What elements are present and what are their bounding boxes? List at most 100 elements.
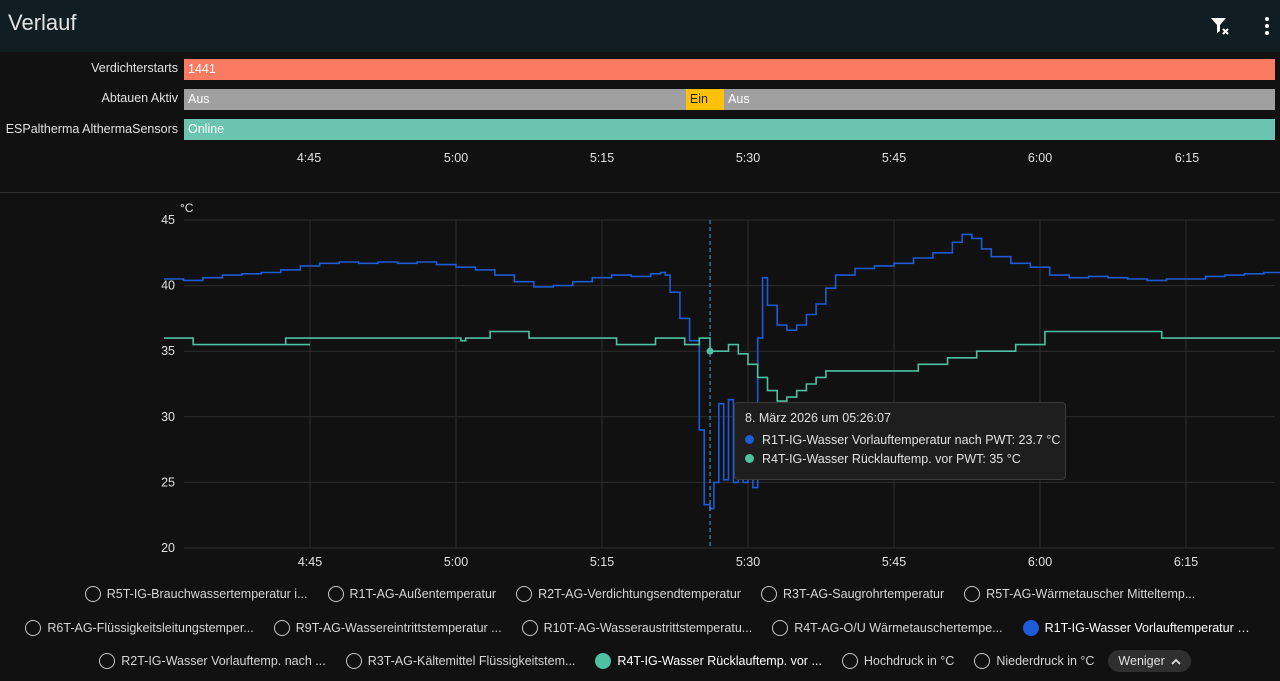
timeline-tick: 5:15 xyxy=(589,151,615,165)
timeline-label-compressor: Verdichterstarts xyxy=(91,61,178,75)
unchecked-circle-icon xyxy=(345,653,362,669)
timeline-segment[interactable]: Aus xyxy=(724,89,1275,110)
page-title: Verlauf xyxy=(8,10,77,35)
temperature-line-chart[interactable]: 20 25 30 35 40 45 4:45 5:00 5:15 5:30 5:45 6:00 6:15… xyxy=(0,195,1280,575)
legend-item[interactable]: R3T-AG-Saugrohrtemperatur xyxy=(760,586,945,602)
legend-item-label: R2T-AG-Verdichtungsendtemperatur xyxy=(538,587,741,601)
legend-item[interactable]: R4T-AG-O/U Wärmetauschertempe... xyxy=(772,620,1003,636)
timeline-segment[interactable]: Online xyxy=(184,119,1275,140)
y-tick-label: 35 xyxy=(161,344,175,358)
legend-item-label: R3T-AG-Saugrohrtemperatur xyxy=(782,587,945,601)
y-axis-unit: °C xyxy=(180,201,194,215)
y-tick-label: 25 xyxy=(161,475,175,489)
legend-item-label: R2T-IG-Wasser Vorlauftemp. nach ... xyxy=(121,654,326,668)
legend-row: R6T-AG-Flüssigkeitsleitungstemper... R9T-… xyxy=(0,615,1280,641)
more-menu-button[interactable] xyxy=(1257,12,1277,40)
legend-item-label: R5T-AG-Wärmetauscher Mitteltemp... xyxy=(986,587,1196,601)
x-tick-label: 5:30 xyxy=(736,555,760,569)
series-dot-icon xyxy=(745,435,754,444)
tooltip-row-text: R4T-IG-Wasser Rücklauftemp. vor PWT: 35 … xyxy=(762,451,1021,466)
legend-item[interactable]: R2T-IG-Wasser Vorlauftemp. nach ... xyxy=(99,653,326,669)
legend-item-label: R5T-IG-Brauchwassertemperatur i... xyxy=(106,587,308,601)
clear-filter-button[interactable] xyxy=(1206,12,1234,40)
legend-item[interactable]: R5T-AG-Wärmetauscher Mitteltemp... xyxy=(964,586,1195,602)
x-tick-label: 5:00 xyxy=(444,555,468,569)
legend-item-label: R4T-IG-Wasser Rücklauftemp. vor ... xyxy=(617,654,822,668)
more-vertical-icon xyxy=(1265,17,1269,35)
timeline-tick: 5:00 xyxy=(443,151,469,165)
y-tick-label: 40 xyxy=(161,279,175,293)
timeline-tick: 6:15 xyxy=(1174,151,1200,165)
unchecked-circle-icon xyxy=(84,586,101,602)
y-tick-label: 45 xyxy=(161,213,175,227)
chart-tooltip: 8. März 2026 um 05:26:07 R1T-IG-Wasser V… xyxy=(734,402,1066,480)
unchecked-circle-icon xyxy=(273,620,290,636)
checked-circle-icon xyxy=(1022,620,1039,636)
chart-legend: R5T-IG-Brauchwassertemperatur i... R1T-AG… xyxy=(0,580,1280,680)
timeline-tick: 5:45 xyxy=(881,151,907,165)
app-header: Verlauf xyxy=(0,0,1280,52)
legend-item-label: R10T-AG-Wasseraustrittstemperatu... xyxy=(543,621,753,635)
legend-item-label: R4T-AG-O/U Wärmetauschertempe... xyxy=(794,621,1003,635)
legend-item[interactable]: Hochdruck in °C xyxy=(841,653,955,669)
legend-item[interactable]: R10T-AG-Wasseraustrittstemperatu... xyxy=(521,620,753,636)
unchecked-circle-icon xyxy=(974,653,991,669)
legend-row: R5T-IG-Brauchwassertemperatur i... R1T-AG… xyxy=(0,581,1280,607)
unchecked-circle-icon xyxy=(964,586,981,602)
tooltip-date: 8. März 2026 um 05:26:07 xyxy=(745,411,891,425)
hover-point xyxy=(706,347,714,355)
show-less-label: Weniger xyxy=(1118,654,1165,668)
chevron-up-icon xyxy=(1171,658,1181,665)
series-line xyxy=(164,233,1280,510)
legend-item[interactable]: R6T-AG-Flüssigkeitsleitungstemper... xyxy=(25,620,254,636)
unchecked-circle-icon xyxy=(760,586,777,602)
tooltip-row: R4T-IG-Wasser Rücklauftemp. vor PWT: 35 … xyxy=(745,449,1055,468)
x-tick-label: 5:15 xyxy=(590,555,614,569)
series-dot-icon xyxy=(745,454,754,463)
legend-item[interactable]: Niederdruck in °C xyxy=(974,653,1094,669)
legend-item[interactable]: R1T-IG-Wasser Vorlauftemperatur n... xyxy=(1022,620,1255,636)
legend-item[interactable]: R9T-AG-Wassereintrittstemperatur ... xyxy=(273,620,502,636)
timeline-tick: 6:00 xyxy=(1027,151,1053,165)
unchecked-circle-icon xyxy=(327,586,344,602)
legend-item-label: R9T-AG-Wassereintrittstemperatur ... xyxy=(295,621,502,635)
filter-remove-icon xyxy=(1211,18,1229,35)
y-tick-label: 20 xyxy=(161,541,175,555)
timeline-label-defrost: Abtauen Aktiv xyxy=(101,91,178,105)
checked-circle-icon xyxy=(595,653,612,669)
legend-item[interactable]: R2T-AG-Verdichtungsendtemperatur xyxy=(516,586,741,602)
unchecked-circle-icon xyxy=(99,653,116,669)
legend-item-label: R1T-IG-Wasser Vorlauftemperatur n... xyxy=(1044,621,1255,635)
legend-item[interactable]: R3T-AG-Kältemittel Flüssigkeitstem... xyxy=(345,653,576,669)
section-divider xyxy=(0,192,1280,193)
show-less-button[interactable]: Weniger xyxy=(1108,650,1191,672)
legend-item-label: Niederdruck in °C xyxy=(996,654,1095,668)
unchecked-circle-icon xyxy=(772,620,789,636)
state-timeline: Verdichterstarts Abtauen Aktiv ESPalther… xyxy=(0,52,1280,192)
timeline-tick: 4:45 xyxy=(296,151,322,165)
unchecked-circle-icon xyxy=(25,620,42,636)
legend-item[interactable]: R1T-AG-Außentemperatur xyxy=(327,586,497,602)
x-tick-label: 6:00 xyxy=(1028,555,1052,569)
series-line xyxy=(164,330,1280,402)
legend-item-label: R3T-AG-Kältemittel Flüssigkeitstem... xyxy=(367,654,576,668)
unchecked-circle-icon xyxy=(841,653,858,669)
unchecked-circle-icon xyxy=(521,620,538,636)
legend-item[interactable]: R5T-IG-Brauchwassertemperatur i... xyxy=(84,586,308,602)
legend-item[interactable]: R4T-IG-Wasser Rücklauftemp. vor ... xyxy=(595,653,822,669)
unchecked-circle-icon xyxy=(516,586,533,602)
tooltip-row-text: R1T-IG-Wasser Vorlauftemperatur nach PWT… xyxy=(762,432,1061,447)
tooltip-row: R1T-IG-Wasser Vorlauftemperatur nach PWT… xyxy=(745,430,1060,449)
legend-item-label: R6T-AG-Flüssigkeitsleitungstemper... xyxy=(47,621,254,635)
timeline-tick: 5:30 xyxy=(735,151,761,165)
x-tick-label: 5:45 xyxy=(882,555,906,569)
timeline-label-sensor: ESPaltherma AlthermaSensors xyxy=(5,122,178,136)
timeline-segment[interactable]: Aus xyxy=(184,89,686,110)
legend-row: R2T-IG-Wasser Vorlauftemp. nach ... R3T-A… xyxy=(0,648,1280,674)
legend-item-label: Hochdruck in °C xyxy=(863,654,955,668)
legend-item-label: R1T-AG-Außentemperatur xyxy=(349,587,497,601)
timeline-segment[interactable]: Ein xyxy=(685,89,725,110)
x-tick-label: 6:15 xyxy=(1174,555,1198,569)
y-tick-label: 30 xyxy=(161,410,175,424)
timeline-segment[interactable]: 1441 xyxy=(184,59,1275,80)
